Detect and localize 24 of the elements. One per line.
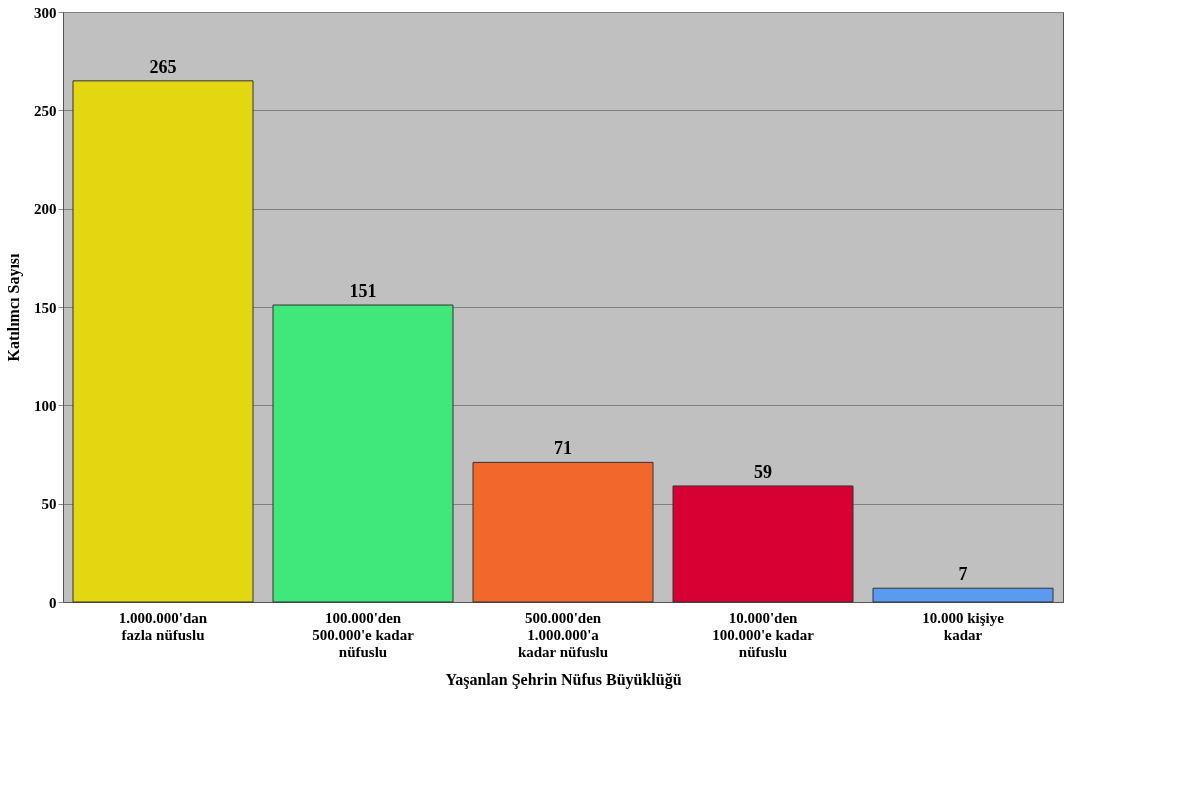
y-tick-label: 150 bbox=[34, 299, 57, 316]
data-label: 71 bbox=[554, 438, 572, 459]
bar bbox=[472, 461, 654, 603]
x-tick-label: 10.000 kişiye kadar bbox=[922, 609, 1005, 643]
data-label: 59 bbox=[754, 461, 772, 482]
x-tick-label: 10.000'den 100.000'e kadar nüfuslu bbox=[712, 609, 815, 660]
y-axis-title: Katılımcı Sayısı bbox=[5, 252, 23, 362]
y-tick-label: 250 bbox=[34, 102, 57, 119]
y-tick-label: 200 bbox=[34, 201, 57, 218]
bar bbox=[272, 304, 454, 603]
bar bbox=[672, 485, 854, 603]
data-label: 7 bbox=[958, 564, 968, 585]
bar bbox=[72, 80, 254, 603]
x-tick-label: 500.000'den 1.000.000'a kadar nüfuslu bbox=[517, 609, 609, 660]
x-axis-title: Yaşanlan Şehrin Nüfus Büyüklüğü bbox=[445, 670, 682, 689]
bar bbox=[872, 587, 1054, 603]
y-tick-label: 50 bbox=[41, 496, 57, 513]
data-label: 265 bbox=[149, 56, 177, 77]
x-tick-label: 1.000.000'dan fazla nüfuslu bbox=[118, 609, 208, 643]
x-tick-label: 100.000'den 500.000'e kadar nüfuslu bbox=[312, 609, 415, 660]
y-tick-label: 0 bbox=[49, 594, 57, 611]
y-tick-label: 300 bbox=[34, 4, 57, 21]
y-tick-label: 100 bbox=[34, 397, 57, 414]
data-label: 151 bbox=[349, 281, 377, 302]
